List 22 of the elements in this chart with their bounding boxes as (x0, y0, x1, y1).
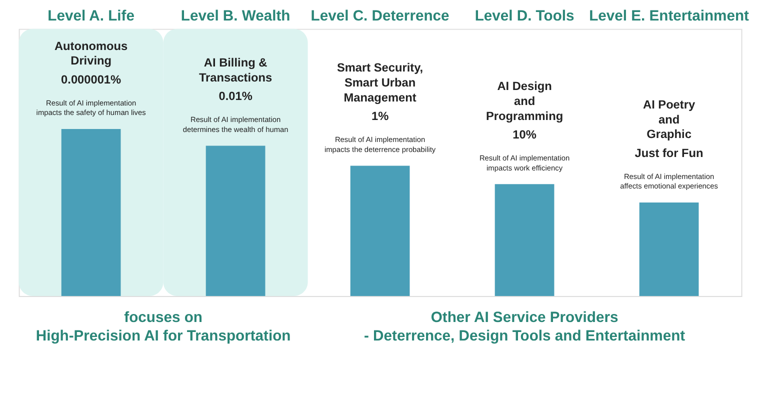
text: Smart Security, Smart Urban Management (336, 60, 424, 104)
text: Other AI Service Providers - Deterrence, Design Tools and Entertainment (364, 310, 686, 345)
bar (61, 129, 121, 296)
x-tick-label: Level C. Deterrence (310, 8, 450, 24)
annotation: 10% (512, 128, 537, 142)
bar (350, 166, 410, 296)
bar (206, 146, 266, 296)
x-tick-label: Level B. Wealth (180, 8, 290, 24)
text: 0.01% (218, 89, 253, 104)
bar (494, 184, 554, 296)
text: 0.000001% (61, 72, 122, 86)
x-tick-label: Level A. Life (48, 8, 134, 24)
bar (639, 202, 699, 296)
annotation: Just for Fun (634, 146, 704, 160)
text: focuses on High-Precision AI for Transportation (36, 310, 291, 345)
x-tick-label: Level D. Tools (474, 8, 574, 24)
text: AI Billing & Transactions (198, 56, 273, 84)
annotation: AI Poetry and Graphic (642, 97, 696, 142)
text: AI Design and Programming (486, 79, 564, 123)
text: 1% (371, 109, 390, 124)
text: Autonomous Driving (54, 38, 128, 68)
x-tick-label: Level E. Entertainment (589, 8, 750, 24)
